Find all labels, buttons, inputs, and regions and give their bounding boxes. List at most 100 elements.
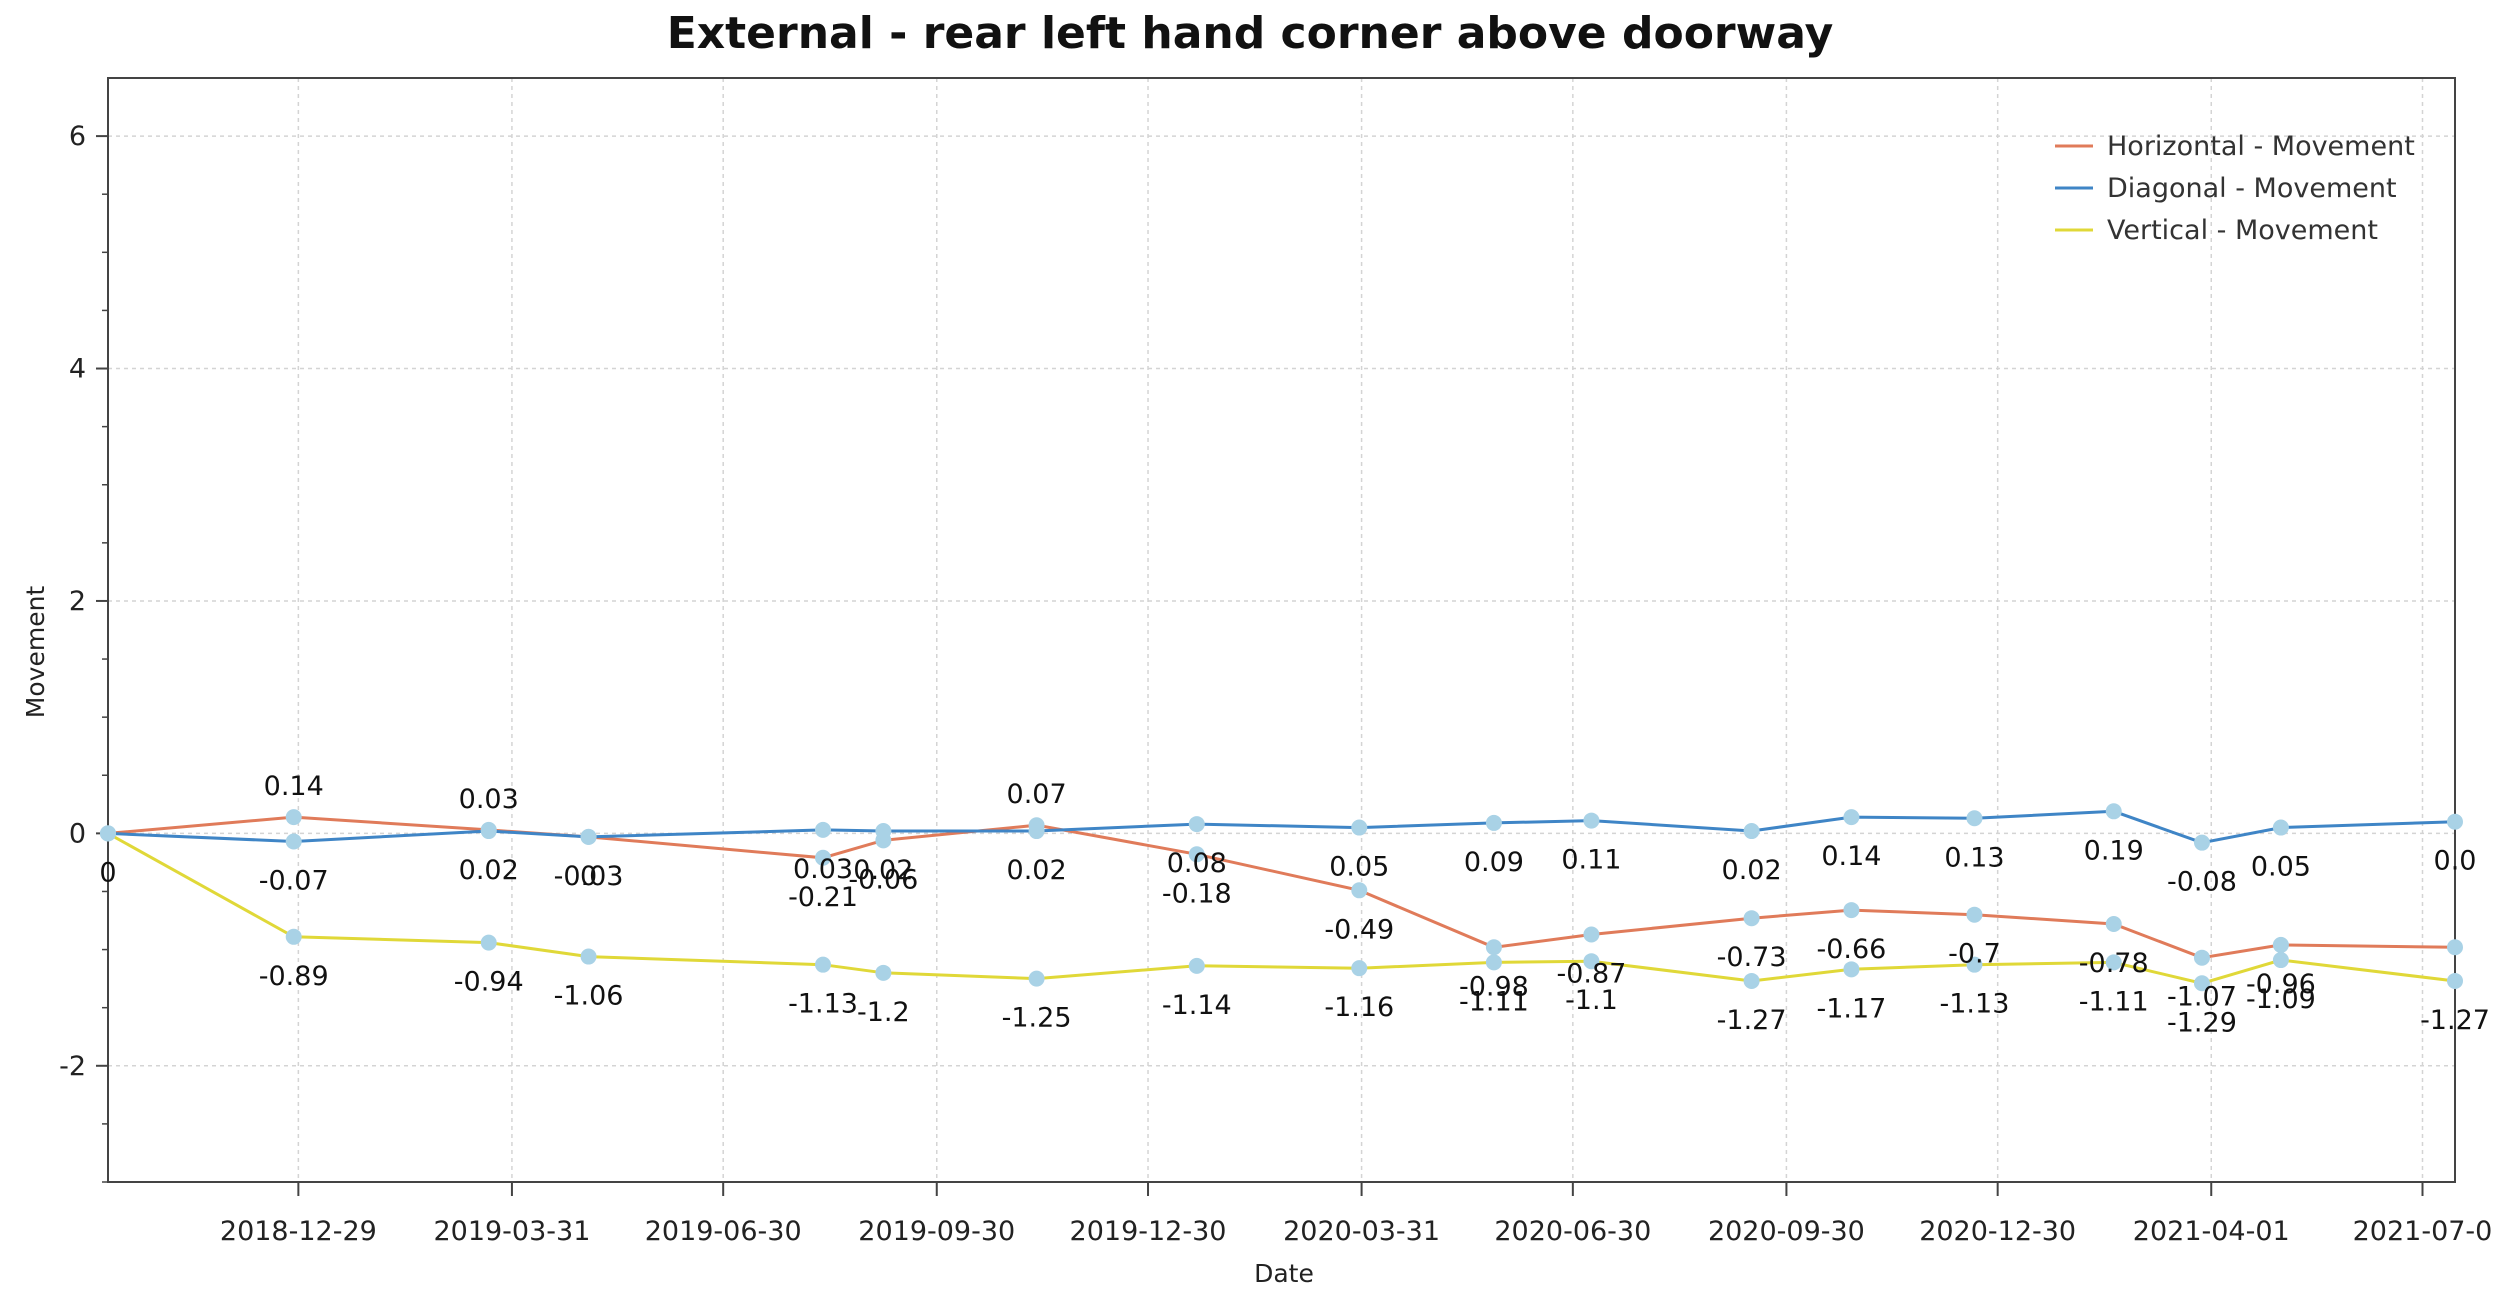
data-label: 0.14 (1821, 841, 1881, 872)
data-point (1485, 939, 1502, 956)
data-label: -1.17 (1816, 993, 1886, 1024)
data-point (2193, 949, 2210, 966)
y-tick-label: 0 (69, 818, 86, 849)
data-point (815, 956, 832, 973)
data-label: 0.14 (264, 771, 324, 802)
data-label: 0.02 (1007, 855, 1067, 886)
data-label: -0.89 (259, 961, 329, 992)
y-axis-label: Movement (21, 586, 50, 719)
data-label: -0.07 (259, 866, 329, 897)
x-tick-label: 2021-04-01 (2133, 1216, 2290, 1247)
data-point (815, 821, 832, 838)
data-point (480, 823, 497, 840)
legend-label: Horizontal - Movement (2107, 131, 2415, 162)
data-label: 0.11 (1561, 845, 1621, 876)
data-point (1966, 906, 1983, 923)
data-label: 0.19 (2084, 835, 2144, 866)
legend-label: Vertical - Movement (2107, 215, 2378, 246)
data-label: 0.02 (1722, 855, 1782, 886)
plot-frame (107, 77, 2456, 1183)
y-tick-label: 4 (69, 354, 86, 385)
data-point (580, 828, 597, 845)
data-point (1583, 926, 1600, 943)
data-point (1583, 812, 1600, 829)
data-point (815, 849, 832, 866)
data-point (1743, 823, 1760, 840)
data-labels: 00.14 0.030-0.21-0.060.07-0.18-0.49-0.98-… (99, 771, 2490, 1038)
data-label: 0 (99, 857, 116, 888)
data-label: -0.66 (1816, 934, 1886, 965)
legend: Horizontal - Movement Diagonal - Movement… (2055, 131, 2415, 246)
data-label: 0 (580, 861, 597, 892)
data-point (2272, 819, 2289, 836)
data-point (1966, 810, 1983, 827)
data-point (1351, 882, 1368, 899)
data-point (1966, 956, 1983, 973)
series-lines (107, 809, 2456, 985)
gridlines (108, 78, 2455, 1182)
data-label: -1.25 (1002, 1003, 1072, 1034)
data-label: 0.05 (2251, 852, 2311, 883)
data-point (285, 928, 302, 945)
data-point (2447, 813, 2463, 830)
data-point (1583, 953, 1600, 970)
data-label: 0.02 (459, 855, 519, 886)
data-label: -0.98 (1459, 971, 1529, 1002)
data-point (285, 833, 302, 850)
data-point (1028, 970, 1045, 987)
data-point (480, 934, 497, 951)
x-tick-label: 2019-03-31 (433, 1216, 590, 1247)
y-tick-label: -2 (59, 1051, 86, 1082)
x-tick-label: 2020-09-30 (1708, 1216, 1865, 1247)
chart-title: External - rear left hand corner above d… (667, 8, 1834, 59)
data-label: -1.13 (1940, 989, 2010, 1020)
data-label: -0.94 (454, 967, 524, 998)
data-label: -0.96 (2246, 969, 2316, 1000)
data-point (1351, 960, 1368, 977)
data-point (2193, 834, 2210, 851)
y-tick-label: 2 (69, 586, 86, 617)
data-point (2105, 803, 2122, 820)
data-label: -1.16 (1324, 992, 1394, 1023)
data-label: -0.49 (1324, 914, 1394, 945)
data-label: 0.09 (1464, 847, 1524, 878)
legend-label: Diagonal - Movement (2107, 173, 2397, 204)
series-line-3 (107, 832, 2456, 985)
data-label: -1.09 (2246, 984, 2316, 1015)
data-point (875, 964, 892, 981)
data-label: -0.78 (2079, 948, 2149, 979)
data-point (1843, 961, 1860, 978)
x-tick-label: 2020-03-31 (1283, 1216, 1440, 1247)
data-label: -1.07 (2167, 982, 2237, 1013)
data-markers (100, 803, 2463, 992)
data-point (1485, 954, 1502, 971)
data-point (2105, 916, 2122, 933)
data-label: -0.87 (1556, 958, 1626, 989)
data-point (2447, 939, 2463, 956)
axes: -2 0 2 4 6 2018-12-29 2019-03-31 2019-06-30 2019… (59, 77, 2492, 1247)
data-point (1188, 816, 1205, 833)
data-point (100, 825, 116, 842)
data-label: -0.21 (788, 882, 858, 913)
x-tick-label: 2018-12-29 (220, 1216, 377, 1247)
data-point (2272, 952, 2289, 969)
data-label: -1.11 (2079, 986, 2149, 1017)
data-label: -1.11 (1459, 986, 1529, 1017)
data-label: 0.03 (793, 854, 853, 885)
data-label: -0.03 (554, 861, 624, 892)
data-point (1843, 902, 1860, 919)
data-point (1843, 809, 1860, 826)
x-tick-label: 2019-12-30 (1070, 1216, 1227, 1247)
data-point (875, 823, 892, 840)
data-point (2447, 972, 2463, 989)
data-label: -0.7 (1948, 939, 2001, 970)
x-tick-label: 2019-06-30 (645, 1216, 802, 1247)
data-point (1743, 910, 1760, 927)
data-point (285, 809, 302, 826)
series-line-2 (107, 809, 2456, 845)
data-point (2105, 954, 2122, 971)
data-label: 0.03 (459, 784, 519, 815)
data-label: -0.08 (2167, 867, 2237, 898)
data-point (1188, 846, 1205, 863)
